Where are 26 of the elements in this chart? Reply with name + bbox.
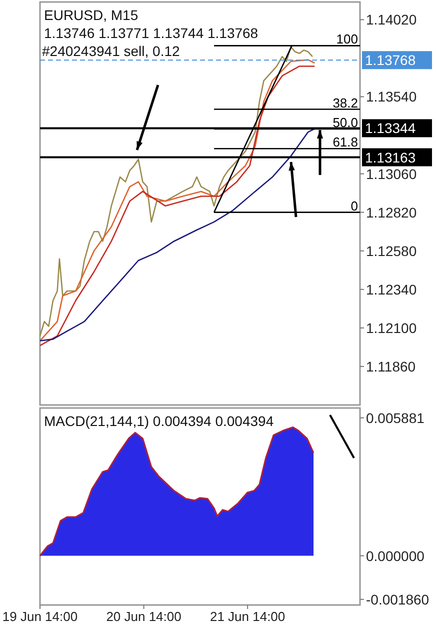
ref-line-label: 1.13344 — [365, 120, 416, 136]
x-tick-label: 20 Jun 14:00 — [106, 609, 182, 624]
y-tick-label: 1.12580 — [366, 242, 417, 259]
series-label: 50.0 — [332, 115, 358, 130]
y-tick-label: 1.12340 — [366, 281, 417, 298]
ref-line-label: 1.13163 — [365, 149, 416, 166]
ref-line-label: 1.13768 — [365, 52, 416, 68]
chart-title: EURUSD, M15 — [44, 7, 138, 23]
text: 1.13746 1.13771 1.13744 1.13768 — [44, 25, 258, 41]
series-label: 38.2 — [332, 95, 358, 110]
legend-label: 61.8 — [332, 134, 358, 150]
y-tick-label: -0.001860 — [366, 591, 430, 608]
annotation: #240243941 sell, 0.12 — [42, 43, 180, 59]
series-label: 0 — [350, 198, 358, 214]
y-tick-label: 1.12820 — [366, 204, 417, 220]
chart-title: MACD(21,144,1) 0.004394 0.004394 — [44, 413, 274, 429]
x-tick-label: 19 Jun 14:00 — [2, 609, 78, 624]
y-tick-label: 1.13540 — [366, 88, 417, 105]
series-label: 100 — [336, 32, 358, 47]
y-tick-label: 0.005881 — [366, 410, 425, 426]
y-tick-label: 1.13060 — [366, 166, 417, 182]
y-tick-label: 1.11860 — [366, 358, 416, 374]
y-tick-label: 1.12100 — [366, 320, 417, 336]
y-tick-label: 1.14020 — [366, 12, 417, 28]
x-tick-label: 21 Jun 14:00 — [210, 609, 286, 624]
y-tick-label: 0.000000 — [366, 548, 425, 564]
